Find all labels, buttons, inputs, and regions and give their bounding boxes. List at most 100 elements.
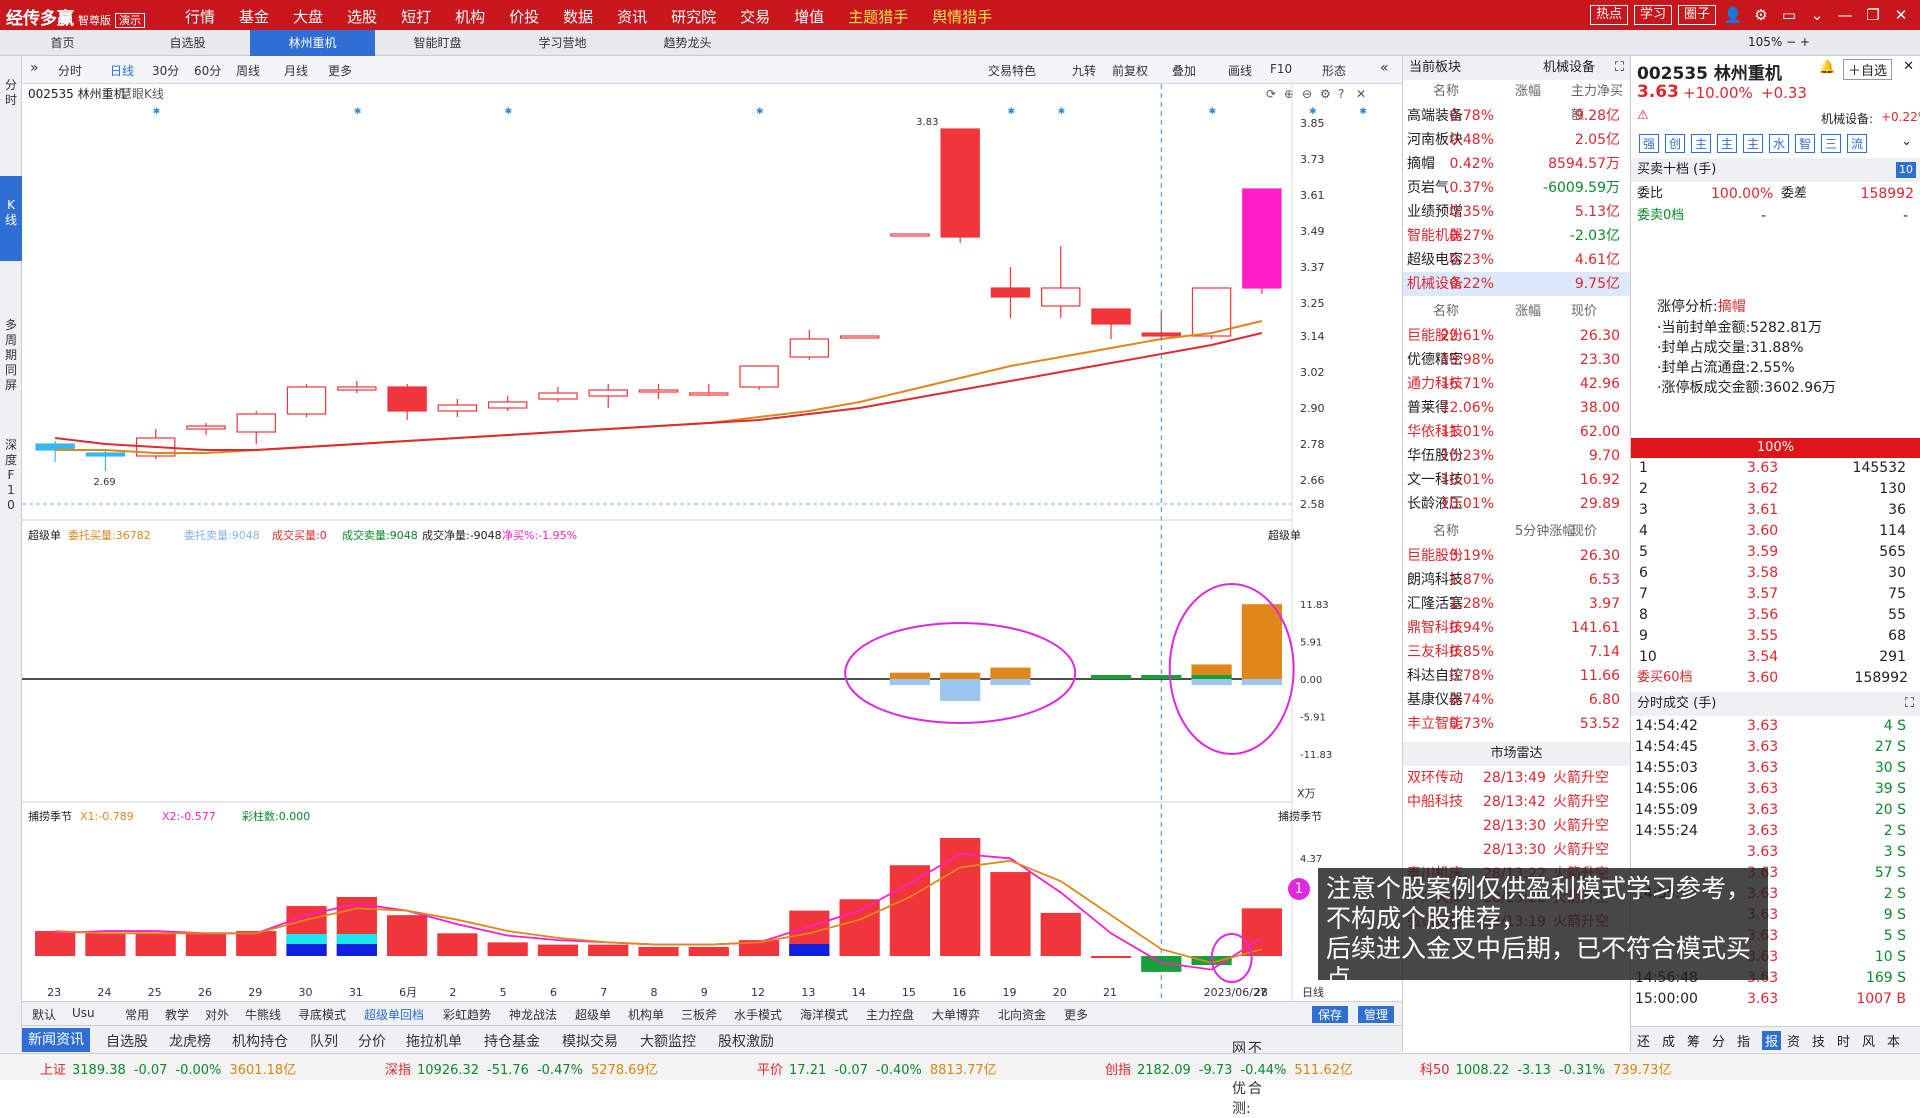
tab-1[interactable]: 自选股 [169,36,206,50]
menu-item-5[interactable]: 机构 [455,8,486,26]
radar-item[interactable]: 28/13:30 火箭升空 [1483,818,1609,834]
period-2[interactable]: 30分 [152,64,180,78]
indicator-tab-12[interactable]: 三板斧 [681,1008,718,1022]
list-item[interactable]: 鼎智科技 0.94% 141.61 [1407,620,1620,636]
quote-icon-7[interactable]: 技 [1812,1035,1826,1050]
quote-icon-5[interactable]: 报 [1762,1031,1782,1050]
menu-item-2[interactable]: 大盘 [293,8,324,26]
bottom-tab-3[interactable]: 机构持仓 [232,1034,288,1050]
list-item[interactable]: 基康仪器 0.74% 6.80 [1407,692,1620,708]
quote-tag-8[interactable]: 流 [1847,134,1868,153]
bid-row[interactable]: 2 3.62 130 [1639,481,1906,497]
side-tab-3[interactable]: 深度F10 [0,416,22,516]
list-item[interactable]: 机械设备 0.22% 9.75亿 [1403,272,1630,296]
list-item[interactable]: 高端装备 0.78% 9.28亿 [1407,108,1620,124]
quote-icon-8[interactable]: 时 [1837,1035,1851,1050]
bid-row[interactable]: 9 3.55 68 [1639,628,1906,644]
tab-3[interactable]: 智能盯盘 [413,36,462,50]
list-item[interactable]: 普莱得 12.06% 38.00 [1407,400,1620,416]
tab-4[interactable]: 学习营地 [538,36,587,50]
side-tab-2[interactable]: 多周期同屏 [0,296,22,426]
restore-icon[interactable]: ❐ [1866,6,1880,24]
quote-icon-9[interactable]: 风 [1862,1035,1876,1050]
chart-tool-4[interactable]: 画线 [1228,64,1253,78]
menu-item-7[interactable]: 数据 [563,8,594,26]
indicator-tab-13[interactable]: 水手模式 [734,1008,783,1022]
radar-item[interactable]: 中船科技 28/13:42 火箭升空 [1407,794,1609,810]
tab-5[interactable]: 趋势龙头 [663,36,712,50]
chevron-down-icon[interactable]: ⌄ [1810,6,1824,24]
list-item[interactable]: 巨能股份 3.19% 26.30 [1407,548,1620,564]
bid-row[interactable]: 8 3.56 55 [1639,607,1906,623]
list-item[interactable]: 科达自控 0.78% 11.66 [1407,668,1620,684]
menu-item-3[interactable]: 选股 [347,8,378,26]
list-item[interactable]: 智能机器 0.27% -2.03亿 [1407,228,1620,244]
chart-tool-2[interactable]: 前复权 [1112,64,1149,78]
bid-row[interactable]: 4 3.60 114 [1639,523,1906,539]
quote-icon-10[interactable]: 本 [1887,1035,1901,1050]
chart-tool-0[interactable]: 交易特色 [988,64,1037,78]
chart-ctrl-icon-4[interactable]: ? [1338,87,1344,101]
menu-item-6[interactable]: 价投 [509,8,540,26]
index-0[interactable]: 上证 3189.38 -0.07 -0.00% 3601.18亿 [40,1063,297,1078]
bottom-tab-5[interactable]: 分价 [358,1034,386,1050]
bottom-tab-7[interactable]: 持仓基金 [484,1034,540,1050]
menu-highlight-0[interactable]: 主题猎手 [848,8,909,26]
gear-icon[interactable]: ⚙ [1754,6,1768,24]
menu-item-11[interactable]: 增值 [794,8,825,26]
quote-icon-0[interactable]: 还 [1637,1035,1651,1050]
quote-icon-3[interactable]: 分 [1712,1035,1726,1050]
menu-item-9[interactable]: 研究院 [671,8,717,26]
chart-ctrl-icon-5[interactable]: ✕ [1356,87,1366,101]
period-5[interactable]: 月线 [284,64,309,78]
bottom-tab-4[interactable]: 队列 [310,1034,338,1050]
list-item[interactable]: 巨能股份 22.61% 26.30 [1407,328,1620,344]
quote-icon-4[interactable]: 指 [1737,1035,1751,1050]
chart-tool-1[interactable]: 九转 [1072,64,1097,78]
minimize-icon[interactable]: — [1837,6,1853,24]
list-item[interactable]: 业绩预增 0.35% 5.13亿 [1407,204,1620,220]
bid-row[interactable]: 5 3.59 565 [1639,544,1906,560]
bottom-tab-10[interactable]: 股权激励 [718,1034,774,1050]
zoom-level[interactable]: 105% − + [1747,35,1810,49]
index-1[interactable]: 深指 10926.32 -51.76 -0.47% 5278.69亿 [385,1063,658,1078]
list-item[interactable]: 页岩气 0.37% -6009.59万 [1407,180,1620,196]
indicator-tab-1[interactable]: Usu [72,1006,95,1020]
list-item[interactable]: 通力科技 16.71% 42.96 [1407,376,1620,392]
add-watchlist-button[interactable]: ＋自选 [1843,59,1893,80]
order-depth-toggle[interactable]: 10 [1896,162,1916,178]
index-2[interactable]: 平价 17.21 -0.07 -0.40% 8813.77亿 [757,1063,997,1078]
top-button-1[interactable]: 学习 [1633,5,1672,25]
window-icon[interactable]: ▭ [1781,6,1797,24]
side-tab-1[interactable]: K线 [0,176,22,261]
chart-ctrl-icon-2[interactable]: ⊖ [1302,87,1312,101]
side-tab-0[interactable]: 分时 [0,56,22,126]
quote-icon-1[interactable]: 成 [1662,1035,1676,1050]
quote-tag-2[interactable]: 主 [1691,134,1712,153]
menu-item-1[interactable]: 基金 [239,8,270,26]
close-icon[interactable]: ✕ [1894,6,1908,24]
bid-row[interactable]: 3 3.61 36 [1639,502,1906,518]
quote-tag-0[interactable]: 强 [1639,134,1660,153]
list-item[interactable]: 朗鸿科技 1.87% 6.53 [1407,572,1620,588]
indicator-tab-3[interactable]: 教学 [165,1008,190,1022]
period-6[interactable]: 更多 [328,64,353,78]
close-icon[interactable]: ✕ [1903,59,1914,74]
menu-item-4[interactable]: 短打 [401,8,432,26]
chart-tool-6[interactable]: 形态 [1322,64,1347,78]
chart-ctrl-icon-0[interactable]: ⟳ [1266,87,1276,101]
top-button-2[interactable]: 圈子 [1677,5,1716,25]
bid-row[interactable]: 10 3.54 291 [1639,649,1906,665]
chart-ctrl-icon-1[interactable]: ⊕ [1284,87,1294,101]
menu-item-0[interactable]: 行情 [185,8,216,26]
tab-2[interactable]: 林州重机 [250,30,375,56]
expand-left-icon[interactable]: » [30,60,39,76]
index-4[interactable]: 科50 1008.22 -3.13 -0.31% 739.73亿 [1420,1063,1672,1078]
quote-tag-5[interactable]: 水 [1769,134,1790,153]
indicator-action-0[interactable]: 保存 [1312,1006,1349,1023]
tags-expand-icon[interactable]: ⌄ [1901,134,1912,149]
list-item[interactable]: 华依科技 11.01% 62.00 [1407,424,1620,440]
quote-tag-7[interactable]: 三 [1821,134,1842,153]
bottom-tab-1[interactable]: 自选股 [106,1034,148,1050]
